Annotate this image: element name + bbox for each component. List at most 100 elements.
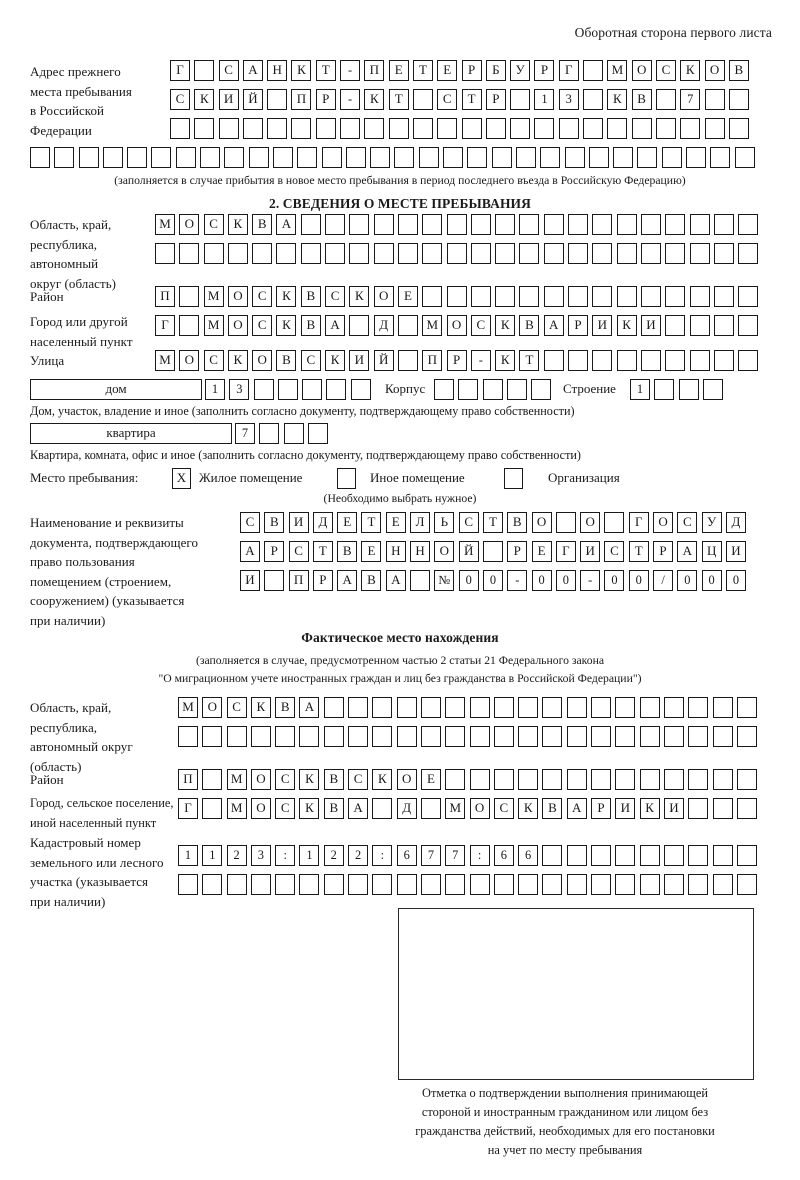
district-cell-18[interactable] — [568, 286, 589, 307]
stroenie-cell-3[interactable] — [678, 379, 699, 400]
city-cell-12[interactable]: М — [422, 315, 443, 336]
street-cell-8[interactable]: К — [325, 350, 346, 371]
actual-district-cell-21[interactable] — [663, 769, 684, 790]
actual-city-cell-23[interactable] — [712, 798, 733, 819]
actual-region-r2-cell-15[interactable] — [518, 726, 539, 747]
street-cell-7[interactable]: С — [300, 350, 321, 371]
document-r2-cell-1[interactable]: А — [240, 541, 260, 562]
actual-city-cell-24[interactable] — [736, 798, 757, 819]
actual-district-cell-2[interactable] — [202, 769, 223, 790]
previous-address-r3-cell-12[interactable] — [437, 118, 458, 139]
district-cell-8[interactable]: С — [325, 286, 346, 307]
document-r3-cell-4[interactable]: Р — [312, 570, 333, 591]
previous-address-r4-cell-28[interactable] — [686, 147, 707, 168]
actual-region-r1-cell-14[interactable] — [493, 697, 514, 718]
region-r2-cell-18[interactable] — [568, 243, 589, 264]
region-r1-cell-16[interactable] — [519, 214, 540, 235]
actual-region-r2-cell-6[interactable] — [299, 726, 320, 747]
previous-address-r1-cell-16[interactable]: Р — [534, 60, 555, 81]
previous-address-r1-cell-4[interactable]: А — [242, 60, 263, 81]
city-cell-23[interactable] — [689, 315, 710, 336]
cadastral-r2-cell-8[interactable] — [348, 874, 369, 895]
actual-city-cell-14[interactable]: С — [493, 798, 514, 819]
previous-address-r3-cell-4[interactable] — [242, 118, 263, 139]
previous-address-r1-cell-17[interactable]: Г — [558, 60, 579, 81]
previous-address-r1-cell-10[interactable]: Е — [388, 60, 409, 81]
korpus-cell-4[interactable] — [506, 379, 527, 400]
previous-address-r1-cell-18[interactable] — [583, 60, 604, 81]
previous-address-r2-cell-20[interactable]: В — [631, 89, 652, 110]
actual-region-r2-cell-10[interactable] — [396, 726, 417, 747]
actual-city-cell-21[interactable]: И — [663, 798, 684, 819]
document-r1-cell-15[interactable]: О — [580, 512, 601, 533]
document-r2-cell-11[interactable] — [482, 541, 503, 562]
city-cell-19[interactable]: И — [592, 315, 613, 336]
street-cell-15[interactable]: К — [495, 350, 516, 371]
actual-district-cell-10[interactable]: О — [396, 769, 417, 790]
city-cell-6[interactable]: К — [276, 315, 297, 336]
region-r2-cell-3[interactable] — [203, 243, 224, 264]
actual-district-cell-17[interactable] — [566, 769, 587, 790]
cadastral-r1-cell-21[interactable] — [663, 845, 684, 866]
cadastral-r1-cell-7[interactable]: 2 — [323, 845, 344, 866]
actual-region-r2-cell-23[interactable] — [712, 726, 733, 747]
document-r3-cell-14[interactable]: 0 — [555, 570, 576, 591]
cadastral-r2-cell-13[interactable] — [469, 874, 490, 895]
city-cell-9[interactable] — [349, 315, 370, 336]
previous-address-r2-cell-9[interactable]: К — [364, 89, 385, 110]
district-cell-11[interactable]: Е — [397, 286, 418, 307]
actual-district-cell-6[interactable]: К — [299, 769, 320, 790]
document-r3-cell-5[interactable]: А — [337, 570, 358, 591]
region-r2-cell-20[interactable] — [616, 243, 637, 264]
cadastral-r2-cell-12[interactable] — [445, 874, 466, 895]
region-r2-cell-15[interactable] — [495, 243, 516, 264]
city-cell-20[interactable]: К — [616, 315, 637, 336]
actual-region-r2-cell-1[interactable] — [178, 726, 198, 747]
document-r3-cell-9[interactable]: № — [434, 570, 455, 591]
document-r3-cell-19[interactable]: 0 — [677, 570, 698, 591]
previous-address-r4-cell-12[interactable] — [297, 147, 318, 168]
document-r2-cell-14[interactable]: Г — [555, 541, 576, 562]
document-r2-cell-5[interactable]: В — [337, 541, 358, 562]
region-r1-cell-6[interactable]: А — [276, 214, 297, 235]
district-cell-22[interactable] — [665, 286, 686, 307]
street-cell-12[interactable]: П — [422, 350, 443, 371]
cadastral-r1-cell-13[interactable]: : — [469, 845, 490, 866]
actual-city-cell-12[interactable]: М — [445, 798, 466, 819]
previous-address-r4-cell-27[interactable] — [661, 147, 682, 168]
actual-city-cell-4[interactable]: О — [250, 798, 271, 819]
city-cell-22[interactable] — [665, 315, 686, 336]
actual-city-cell-3[interactable]: М — [226, 798, 247, 819]
district-cell-14[interactable] — [470, 286, 491, 307]
document-r1-cell-13[interactable]: О — [531, 512, 552, 533]
cadastral-r2-cell-14[interactable] — [493, 874, 514, 895]
region-r1-cell-13[interactable] — [446, 214, 467, 235]
cadastral-r2-cell-10[interactable] — [396, 874, 417, 895]
street-cell-4[interactable]: К — [227, 350, 248, 371]
house-cell-7[interactable] — [350, 379, 371, 400]
actual-region-r2-cell-2[interactable] — [202, 726, 223, 747]
previous-address-r3-cell-23[interactable] — [704, 118, 725, 139]
actual-region-r2-cell-8[interactable] — [348, 726, 369, 747]
region-r1-cell-17[interactable] — [543, 214, 564, 235]
document-r2-cell-2[interactable]: Р — [264, 541, 285, 562]
cadastral-r2-cell-23[interactable] — [712, 874, 733, 895]
cadastral-r1-cell-4[interactable]: 3 — [250, 845, 271, 866]
flat-cell-4[interactable] — [307, 423, 328, 444]
actual-district-cell-18[interactable] — [591, 769, 612, 790]
previous-address-r3-cell-11[interactable] — [412, 118, 433, 139]
previous-address-r2-cell-22[interactable]: 7 — [680, 89, 701, 110]
street-cell-9[interactable]: И — [349, 350, 370, 371]
actual-region-r2-cell-18[interactable] — [591, 726, 612, 747]
document-r2-cell-6[interactable]: Е — [361, 541, 382, 562]
district-cell-2[interactable] — [179, 286, 200, 307]
cadastral-r2-cell-15[interactable] — [518, 874, 539, 895]
actual-district-cell-13[interactable] — [469, 769, 490, 790]
actual-city-cell-22[interactable] — [688, 798, 709, 819]
city-cell-3[interactable]: М — [203, 315, 224, 336]
cadastral-r1-cell-5[interactable]: : — [275, 845, 296, 866]
